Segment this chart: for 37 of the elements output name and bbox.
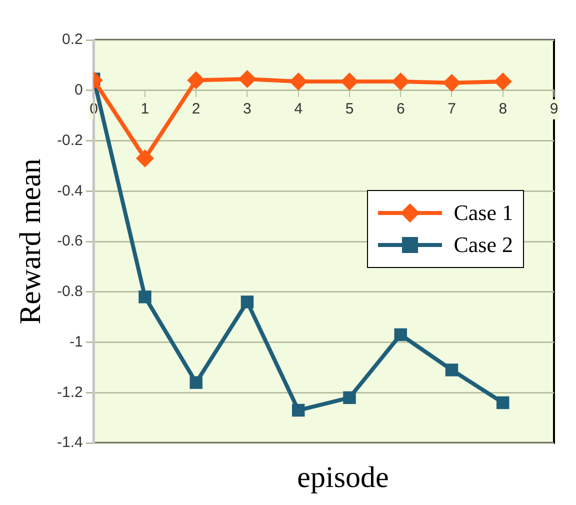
x-axis-title: episode bbox=[296, 461, 390, 495]
x-tick-label: 6 bbox=[396, 100, 405, 118]
x-tick-label: 4 bbox=[294, 100, 303, 118]
y-tick-label: -0.8 bbox=[56, 283, 83, 300]
y-tick-label: -0.2 bbox=[56, 132, 83, 149]
legend-label: Case 1 bbox=[454, 200, 513, 226]
x-tick-label: 1 bbox=[140, 100, 150, 118]
point bbox=[138, 290, 152, 304]
point bbox=[392, 72, 410, 91]
point bbox=[343, 391, 356, 404]
legend-label: Case 2 bbox=[454, 232, 513, 258]
point bbox=[496, 396, 510, 410]
y-axis-title: Reward mean bbox=[14, 158, 47, 324]
y-tick-label: 0.2 bbox=[62, 31, 83, 48]
x-tick-label: 9 bbox=[550, 100, 558, 118]
point bbox=[190, 376, 202, 389]
point bbox=[292, 404, 305, 417]
point bbox=[136, 149, 154, 168]
y-tick-label: -0.4 bbox=[56, 182, 83, 200]
point bbox=[494, 72, 512, 91]
y-tick-label: 0 bbox=[74, 82, 83, 99]
point bbox=[445, 364, 458, 376]
y-tick-label: -0.6 bbox=[56, 232, 83, 250]
y-tick-label: -1 bbox=[70, 333, 83, 350]
x-tick-label: 3 bbox=[243, 100, 252, 118]
point bbox=[240, 296, 254, 308]
point bbox=[442, 74, 461, 92]
point bbox=[238, 70, 256, 88]
x-tick-label: 7 bbox=[448, 100, 456, 118]
point bbox=[289, 72, 308, 91]
x-tick-label: 8 bbox=[498, 100, 508, 118]
point bbox=[187, 71, 206, 90]
x-tick-label: 2 bbox=[192, 100, 200, 118]
x-tick-label: 5 bbox=[345, 100, 354, 118]
point bbox=[394, 328, 407, 342]
y-tick-label: -1.2 bbox=[56, 384, 83, 401]
y-tick-label: -1.4 bbox=[56, 434, 83, 452]
